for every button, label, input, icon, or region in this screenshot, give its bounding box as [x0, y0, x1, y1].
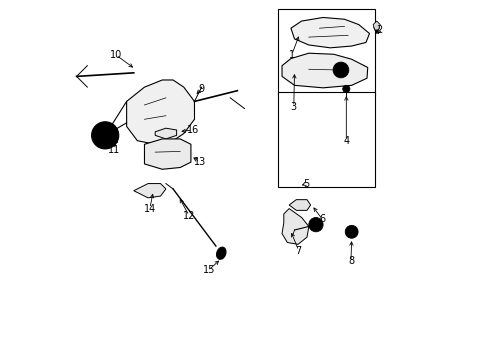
- Circle shape: [342, 85, 349, 93]
- PathPatch shape: [282, 53, 367, 88]
- Circle shape: [348, 229, 354, 235]
- PathPatch shape: [126, 80, 194, 144]
- Text: 1: 1: [288, 50, 294, 60]
- Text: 2: 2: [376, 25, 382, 35]
- Text: 13: 13: [193, 157, 205, 167]
- PathPatch shape: [372, 21, 380, 30]
- PathPatch shape: [134, 184, 165, 198]
- PathPatch shape: [144, 139, 190, 169]
- Circle shape: [91, 122, 119, 149]
- Text: 4: 4: [343, 136, 348, 146]
- Text: 11: 11: [108, 145, 120, 155]
- Bar: [278, 9, 374, 96]
- Text: 8: 8: [347, 256, 353, 266]
- Circle shape: [332, 62, 348, 78]
- Circle shape: [99, 129, 111, 142]
- PathPatch shape: [290, 18, 369, 48]
- PathPatch shape: [155, 128, 176, 139]
- Text: 9: 9: [198, 84, 204, 94]
- Circle shape: [308, 217, 323, 232]
- Text: 14: 14: [143, 203, 156, 213]
- Text: 16: 16: [186, 125, 199, 135]
- Text: 10: 10: [109, 50, 122, 60]
- Text: 15: 15: [202, 265, 215, 275]
- Circle shape: [345, 225, 357, 238]
- PathPatch shape: [288, 200, 310, 210]
- Text: 6: 6: [319, 214, 325, 224]
- Text: 5: 5: [303, 179, 309, 189]
- Text: 3: 3: [290, 102, 296, 112]
- Text: 12: 12: [183, 211, 195, 221]
- PathPatch shape: [282, 208, 308, 244]
- Text: 7: 7: [295, 246, 301, 256]
- Bar: [278, 93, 374, 187]
- Ellipse shape: [216, 247, 225, 259]
